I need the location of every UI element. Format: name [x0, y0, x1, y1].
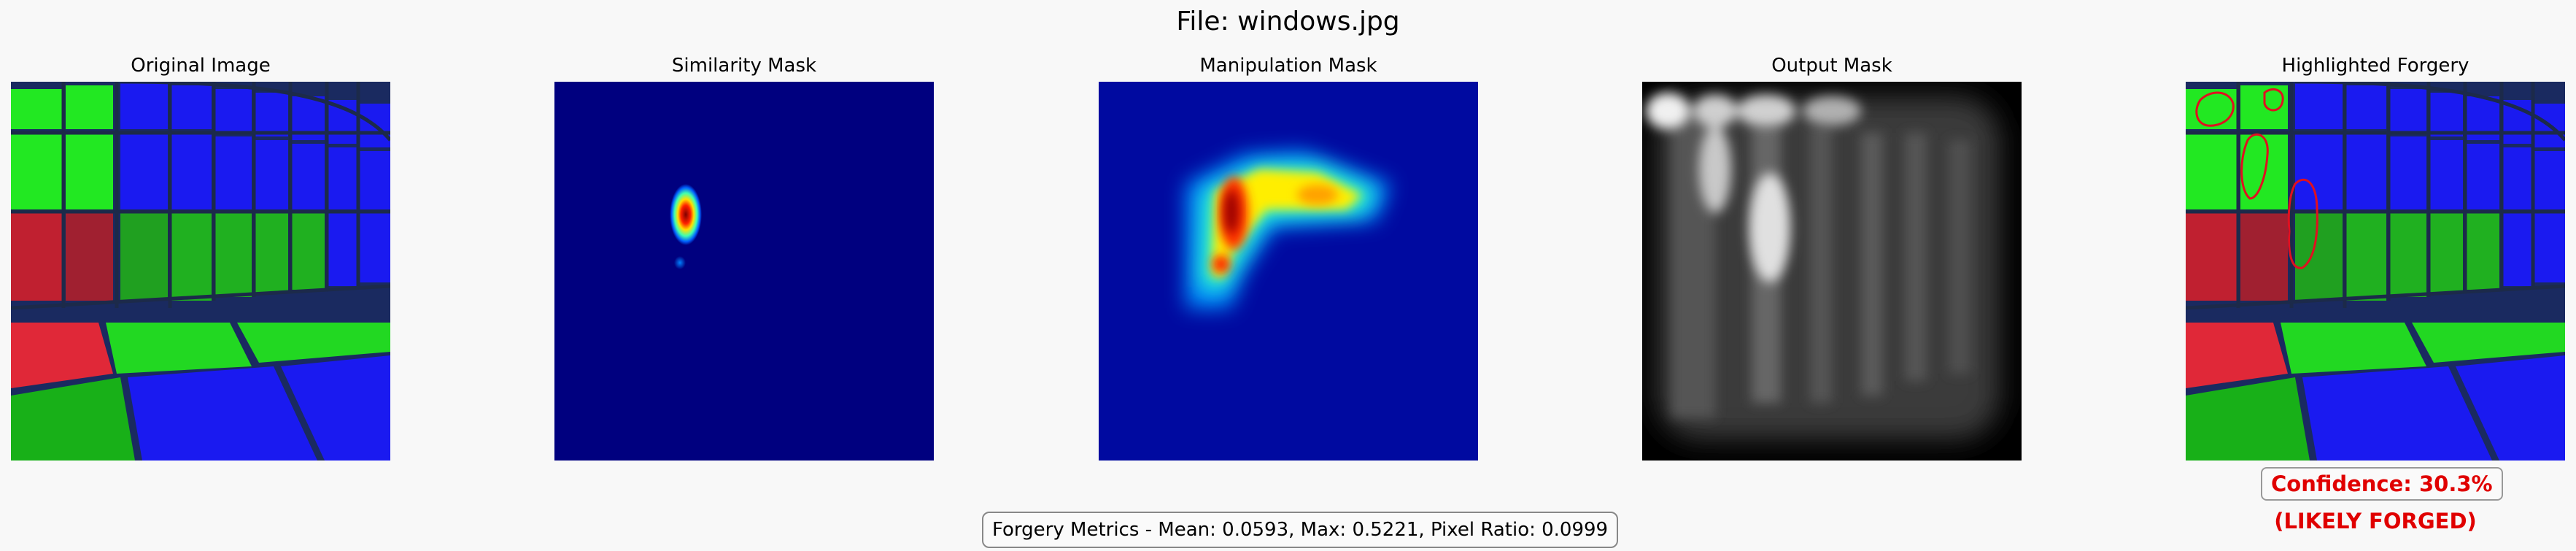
forgery-metrics: Forgery Metrics - Mean: 0.0593, Max: 0.5… [982, 512, 1619, 548]
output-mask-title: Output Mask [1771, 55, 1892, 77]
highlighted-forgery-title: Highlighted Forgery [2281, 55, 2469, 77]
original-image [11, 82, 390, 461]
verdict-label: (LIKELY FORGED) [2274, 509, 2477, 533]
similarity-mask-title: Similarity Mask [671, 55, 817, 77]
similarity-mask [554, 82, 934, 461]
original-image-title: Original Image [131, 55, 271, 77]
confidence-badge: Confidence: 30.3% [2261, 467, 2503, 501]
highlighted-forgery [2186, 82, 2565, 461]
manipulation-mask [1099, 82, 1478, 461]
figure-title: File: windows.jpg [1176, 7, 1400, 36]
output-mask [1642, 82, 2022, 461]
manipulation-mask-title: Manipulation Mask [1199, 55, 1377, 77]
forgery-contours [2195, 88, 2318, 269]
window-panes [11, 82, 390, 301]
